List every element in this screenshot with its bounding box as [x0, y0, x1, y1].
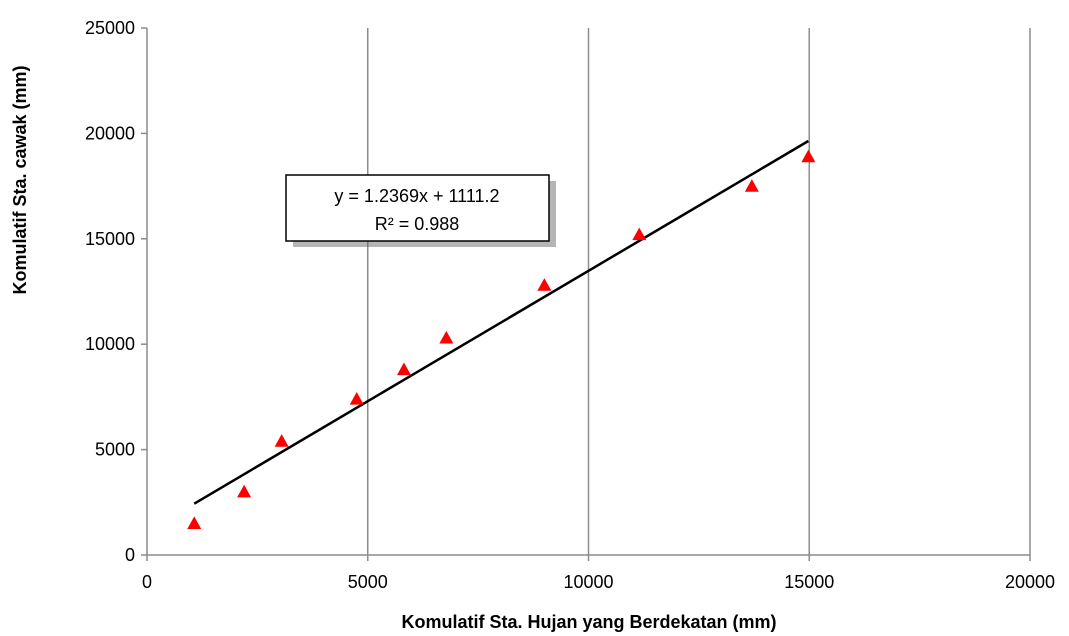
trendline-layer	[193, 139, 810, 505]
y-tick-label: 5000	[95, 440, 135, 460]
data-point-marker	[349, 392, 364, 405]
trendline-equation-box: y = 1.2369x + 1111.2 R² = 0.988	[285, 174, 556, 247]
tick-labels: 0 5000 10000 15000 20000 25000 0 5000 10000 15000…	[85, 18, 1055, 592]
x-tick-label: 20000	[1005, 572, 1055, 592]
x-axis-title: Komulatif Sta. Hujan yang Berdekatan (mm…	[401, 612, 776, 632]
data-point-marker	[187, 516, 202, 529]
data-point-marker	[744, 179, 759, 192]
r-squared-label: R² = 0.988	[375, 214, 460, 234]
grid-layer	[367, 28, 1031, 555]
trendline	[193, 139, 810, 505]
x-tick-label: 0	[142, 572, 152, 592]
y-tick-label: 15000	[85, 229, 135, 249]
data-point-marker	[801, 149, 816, 163]
data-point-marker	[439, 330, 454, 344]
data-point-marker	[537, 278, 552, 291]
data-point-marker	[237, 484, 252, 498]
trendline-equation: y = 1.2369x + 1111.2	[334, 186, 499, 206]
y-tick-label: 0	[125, 545, 135, 565]
axis-layer	[141, 27, 1031, 561]
data-point-marker	[274, 434, 289, 447]
equation-box-frame	[285, 174, 550, 242]
x-tick-label: 15000	[784, 572, 834, 592]
y-axis-title: Komulatif Sta. cawak (mm)	[10, 65, 30, 294]
x-tick-label: 5000	[348, 572, 388, 592]
x-tick-label: 10000	[563, 572, 613, 592]
data-point-marker	[632, 227, 647, 241]
data-point-marker	[396, 362, 411, 376]
y-tick-label: 25000	[85, 18, 135, 38]
data-points	[187, 149, 816, 529]
y-tick-label: 20000	[85, 123, 135, 143]
y-tick-label: 10000	[85, 334, 135, 354]
